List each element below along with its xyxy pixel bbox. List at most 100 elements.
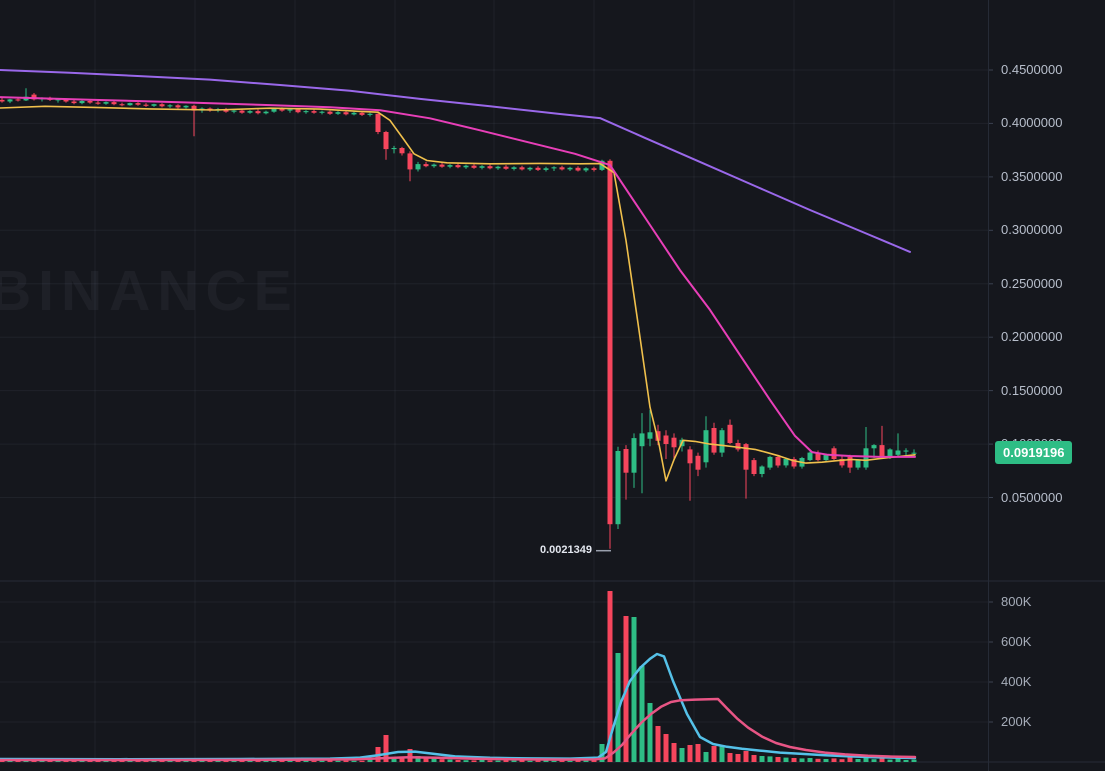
volume-bar bbox=[407, 749, 413, 762]
candle bbox=[359, 112, 365, 115]
volume-bar bbox=[111, 760, 117, 762]
candle bbox=[783, 459, 789, 466]
candle bbox=[863, 448, 869, 468]
volume-bar bbox=[135, 760, 141, 762]
candle bbox=[423, 164, 429, 167]
ma-mid-pink bbox=[0, 96, 916, 458]
candle bbox=[95, 102, 101, 104]
candle bbox=[63, 99, 69, 102]
candle bbox=[375, 113, 381, 132]
volume-bar bbox=[295, 760, 301, 762]
volume-bar bbox=[831, 758, 837, 762]
candle bbox=[143, 104, 149, 106]
volume-bar bbox=[639, 666, 645, 762]
candle bbox=[655, 431, 661, 441]
volume-bar bbox=[727, 753, 733, 762]
volume-bar bbox=[335, 760, 341, 762]
candle bbox=[447, 165, 453, 167]
candle bbox=[55, 99, 61, 101]
candle bbox=[719, 430, 725, 453]
price-tick-label: 0.4500000 bbox=[1001, 62, 1063, 77]
candle bbox=[807, 452, 813, 461]
volume-bar bbox=[279, 760, 285, 762]
candle bbox=[871, 445, 877, 449]
volume-bar bbox=[815, 758, 821, 762]
volume-bar bbox=[551, 760, 557, 762]
candle bbox=[287, 109, 293, 111]
volume-bar bbox=[415, 756, 421, 762]
candle bbox=[135, 103, 141, 105]
candle bbox=[855, 460, 861, 468]
candle bbox=[903, 450, 909, 452]
volume-bar bbox=[399, 757, 405, 762]
volume-bar bbox=[559, 760, 565, 762]
volume-bar bbox=[591, 760, 597, 762]
volume-bar bbox=[519, 760, 525, 762]
volume-bar bbox=[759, 756, 765, 762]
candle bbox=[295, 109, 301, 113]
vol-ma-pink bbox=[0, 697, 917, 762]
low-price-annotation: 0.0021349 bbox=[540, 544, 592, 556]
volume-bar bbox=[903, 760, 909, 762]
candle bbox=[319, 111, 325, 113]
volume-bar bbox=[871, 759, 877, 762]
ma-lines bbox=[0, 69, 916, 482]
candle bbox=[503, 166, 509, 169]
volume-bar bbox=[911, 759, 917, 762]
volume-tick-label: 400K bbox=[1001, 674, 1032, 689]
volume-bar bbox=[359, 760, 365, 762]
candle bbox=[119, 104, 125, 106]
volume-bar bbox=[55, 760, 61, 762]
candle bbox=[583, 168, 589, 171]
candle bbox=[327, 111, 333, 114]
candle bbox=[759, 466, 765, 474]
volume-bar bbox=[255, 760, 261, 762]
price-tick-label: 0.3000000 bbox=[1001, 222, 1063, 237]
candle bbox=[615, 451, 621, 525]
candle bbox=[575, 167, 581, 171]
volume-bar bbox=[751, 755, 757, 762]
volume-bar bbox=[535, 760, 541, 762]
candle bbox=[815, 452, 821, 461]
candle bbox=[335, 112, 341, 114]
volume-bar bbox=[703, 752, 709, 762]
candle bbox=[303, 111, 309, 113]
volume-bar bbox=[127, 760, 133, 762]
candle bbox=[151, 104, 157, 106]
volume-bar bbox=[807, 758, 813, 762]
candle bbox=[911, 452, 917, 454]
volume-bar bbox=[735, 754, 741, 762]
volume-bar bbox=[7, 760, 13, 762]
volume-bar bbox=[671, 743, 677, 762]
price-tick-label: 0.1500000 bbox=[1001, 383, 1063, 398]
candle bbox=[15, 99, 21, 101]
candle bbox=[407, 153, 413, 170]
candle bbox=[727, 424, 733, 443]
candle bbox=[551, 167, 557, 169]
volume-bar bbox=[439, 759, 445, 762]
volume-bar bbox=[15, 760, 21, 762]
volume-bar bbox=[479, 760, 485, 762]
candle bbox=[479, 166, 485, 168]
volume-bar bbox=[503, 760, 509, 762]
volume-bar bbox=[583, 760, 589, 762]
ma-slow-purple bbox=[0, 69, 911, 253]
price-axis[interactable]: 200K400K600K800K0.05000000.10000000.1500… bbox=[988, 0, 1105, 771]
candle bbox=[231, 110, 237, 112]
volume-bar bbox=[887, 759, 893, 762]
price-tick-label: 0.4000000 bbox=[1001, 115, 1063, 130]
candle bbox=[399, 148, 405, 154]
volume-bar bbox=[847, 757, 853, 762]
candle bbox=[383, 132, 389, 150]
candle bbox=[247, 111, 253, 113]
volume-bar bbox=[215, 760, 221, 762]
volume-bar bbox=[239, 760, 245, 762]
candle bbox=[631, 438, 637, 473]
candle bbox=[839, 459, 845, 466]
volume-bar bbox=[311, 760, 317, 762]
volume-ma-lines bbox=[0, 652, 917, 762]
candle bbox=[527, 167, 533, 170]
candle bbox=[751, 460, 757, 474]
volume-bar bbox=[303, 760, 309, 762]
